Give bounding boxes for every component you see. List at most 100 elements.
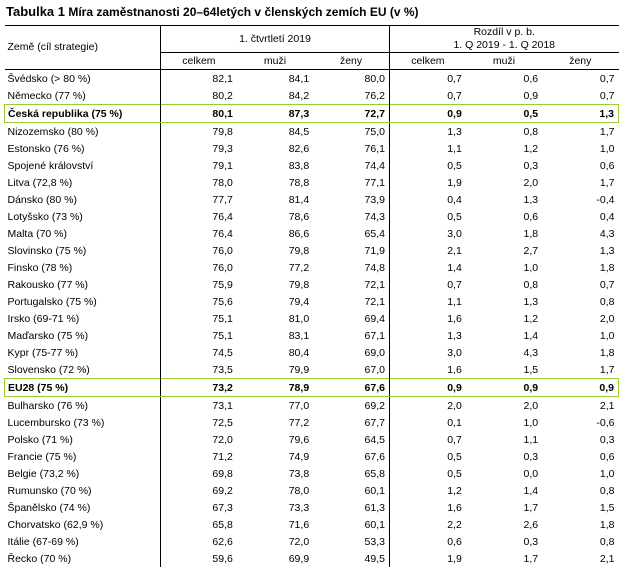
cell-diff-total: 2,0 xyxy=(447,399,462,412)
country-name: Švédsko (> 80 %) xyxy=(4,69,161,87)
cell-diff-women: 0,4 xyxy=(599,210,615,223)
cell-diff-total: 2,2 xyxy=(447,518,462,531)
cell-women: 76,2 xyxy=(313,87,390,105)
table-row: Rakousko (77 %) 75,9 79,8 72,1 0,7 0,8 0,7 xyxy=(4,276,619,293)
country-name: Belgie (73,2 %) xyxy=(4,465,161,482)
cell-total: 76,0 xyxy=(212,261,233,274)
cell-women: 72,7 xyxy=(313,104,390,123)
cell-total: 73,5 xyxy=(212,363,233,376)
cell-diff-total: 3,0 xyxy=(447,227,462,240)
cell-diff-men: 1,4 xyxy=(523,484,539,497)
cell-diff-women: 2,1 xyxy=(599,399,615,412)
cell-women: 72,1 xyxy=(313,293,390,310)
cell-diff-total: 0,5 xyxy=(447,159,462,172)
cell-men: 79,9 xyxy=(288,363,310,376)
cell-women: 60,1 xyxy=(313,482,390,499)
cell-diff-total: 1,4 xyxy=(447,261,462,274)
cell-diff-total: 1,6 xyxy=(447,312,462,325)
country-name: Slovinsko (75 %) xyxy=(4,242,161,259)
country-name: Řecko (70 %) xyxy=(4,550,161,567)
subheader-women: ženy xyxy=(313,52,390,70)
cell-diff-women: 1,3 xyxy=(542,104,620,123)
cell-diff-men: 2,6 xyxy=(523,518,539,531)
cell-total: 75,1 xyxy=(212,312,233,325)
table-row: Estonsko (76 %) 79,3 82,6 76,1 1,1 1,2 1,0 xyxy=(4,140,619,157)
cell-diff-women: 1,0 xyxy=(599,467,615,480)
cell-women: 53,3 xyxy=(313,533,390,550)
cell-diff-women: 1,0 xyxy=(599,329,615,342)
table-row: Spojené království 79,1 83,8 74,4 0,5 0,3 0,6 xyxy=(4,157,619,174)
cell-total: 62,6 xyxy=(212,535,233,548)
cell-diff-men: 1,7 xyxy=(523,501,539,514)
cell-men: 84,1 xyxy=(288,72,310,85)
country-name: Česká republika (75 %) xyxy=(4,104,161,123)
cell-diff-total: 3,0 xyxy=(447,346,462,359)
cell-diff-men: 0,8 xyxy=(523,278,539,291)
cell-diff-women: -0,4 xyxy=(596,193,615,206)
cell-diff-total: 0,1 xyxy=(447,416,462,429)
table-row: Slovinsko (75 %) 76,0 79,8 71,9 2,1 2,7 1,3 xyxy=(4,242,619,259)
cell-diff-women: 1,7 xyxy=(599,363,615,376)
cell-total: 71,2 xyxy=(212,450,233,463)
cell-diff-women: 2,1 xyxy=(599,552,615,565)
cell-total: 79,1 xyxy=(212,159,233,172)
cell-total: 75,9 xyxy=(212,278,233,291)
caption-title: Míra zaměstnanosti 20–64letých v členský… xyxy=(65,5,419,19)
cell-men: 87,3 xyxy=(236,104,314,123)
cell-total: 82,1 xyxy=(212,72,233,85)
cell-diff-total: 0,9 xyxy=(389,104,466,123)
cell-women: 67,6 xyxy=(313,378,390,397)
caption-lead: Tabulka 1 xyxy=(6,4,66,19)
header-difference-line1: Rozdíl v p. b. xyxy=(473,26,535,38)
cell-diff-men: 1,2 xyxy=(523,142,539,155)
cell-men: 79,8 xyxy=(288,278,310,291)
cell-diff-men: 4,3 xyxy=(523,346,539,359)
subheader-men: muži xyxy=(263,54,287,67)
subheader-diff-women: ženy xyxy=(569,54,592,67)
cell-diff-total: 2,1 xyxy=(447,244,462,257)
cell-women: 71,9 xyxy=(313,242,390,259)
cell-diff-women: 0,6 xyxy=(599,159,615,172)
cell-diff-men: 1,5 xyxy=(523,363,539,376)
cell-diff-women: 0,7 xyxy=(599,278,615,291)
cell-women: 69,0 xyxy=(313,344,390,361)
cell-total: 69,2 xyxy=(212,484,233,497)
cell-men: 78,9 xyxy=(236,378,314,397)
country-name: Rumunsko (70 %) xyxy=(4,482,161,499)
cell-women: 69,2 xyxy=(313,396,390,414)
table-row: Rumunsko (70 %) 69,2 78,0 60,1 1,2 1,4 0,8 xyxy=(4,482,619,499)
table-body: Švédsko (> 80 %) 82,1 84,1 80,0 0,7 0,6 0,7 Něm… xyxy=(4,69,620,567)
cell-total: 59,6 xyxy=(212,552,233,565)
cell-men: 78,6 xyxy=(288,210,310,223)
country-name: Kypr (75-77 %) xyxy=(4,344,161,361)
cell-men: 80,4 xyxy=(288,346,310,359)
country-name: Finsko (78 %) xyxy=(4,259,161,276)
country-name: Francie (75 %) xyxy=(4,448,161,465)
cell-men: 69,9 xyxy=(288,552,310,565)
cell-diff-men: 0,6 xyxy=(523,72,539,85)
country-name: Lotyšsko (73 %) xyxy=(4,208,161,225)
employment-table: Země (cíl strategie) 1. čtvrtletí 2019 R… xyxy=(4,25,620,567)
country-name: Slovensko (72 %) xyxy=(4,361,161,379)
cell-diff-men: 0,3 xyxy=(523,535,539,548)
cell-diff-women: 1,8 xyxy=(599,261,615,274)
table-row: Malta (70 %) 76,4 86,6 65,4 3,0 1,8 4,3 xyxy=(4,225,619,242)
cell-men: 86,6 xyxy=(288,227,310,240)
cell-total: 78,0 xyxy=(212,176,233,189)
cell-diff-men: 1,0 xyxy=(523,416,539,429)
cell-men: 71,6 xyxy=(288,518,310,531)
cell-women: 61,3 xyxy=(313,499,390,516)
table-row: Řecko (70 %) 59,6 69,9 49,5 1,9 1,7 2,1 xyxy=(4,550,619,567)
cell-diff-total: 0,5 xyxy=(447,210,462,223)
cell-diff-total: 0,7 xyxy=(447,89,462,102)
cell-total: 77,7 xyxy=(212,193,233,206)
table-row: Polsko (71 %) 72,0 79,6 64,5 0,7 1,1 0,3 xyxy=(4,431,619,448)
cell-diff-total: 1,6 xyxy=(447,363,462,376)
cell-diff-men: 0,0 xyxy=(523,467,539,480)
table-row: Bulharsko (76 %) 73,1 77,0 69,2 2,0 2,0 2,1 xyxy=(4,396,619,414)
header-q1-2019: 1. čtvrtletí 2019 xyxy=(160,25,390,53)
cell-diff-women: 0,9 xyxy=(542,378,620,397)
table-row: Lucembursko (73 %) 72,5 77,2 67,7 0,1 1,0 -0,6 xyxy=(4,414,619,431)
country-name: Malta (70 %) xyxy=(4,225,161,242)
country-name: Nizozemsko (80 %) xyxy=(4,122,161,140)
